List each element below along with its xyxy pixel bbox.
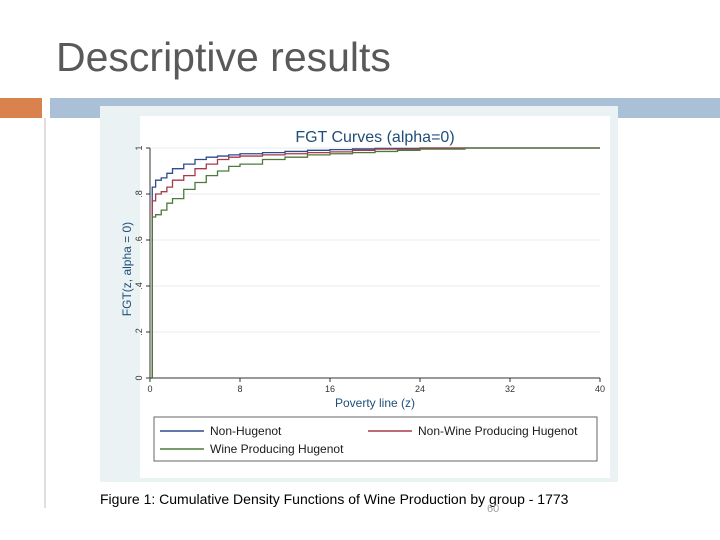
page-number: 60 xyxy=(487,503,500,515)
y-tick-label: .2 xyxy=(134,328,144,336)
legend-label: Non-Hugenot xyxy=(210,424,282,438)
y-ticks: 0 .2 .4 .6 .8 1 xyxy=(134,145,150,381)
x-tick-label: 32 xyxy=(505,384,515,394)
y-tick-label: .4 xyxy=(134,282,144,290)
y-tick-label: 1 xyxy=(134,145,144,150)
x-axis-label: Poverty line (z) xyxy=(335,396,415,410)
series-lines xyxy=(150,147,600,379)
legend-label: Non-Wine Producing Hugenot xyxy=(418,424,578,438)
axes xyxy=(149,148,600,379)
slide-title: Descriptive results xyxy=(56,34,391,80)
divider-line xyxy=(44,118,46,508)
y-tick-label: .8 xyxy=(134,190,144,198)
x-tick-label: 16 xyxy=(325,384,335,394)
y-tick-label: 0 xyxy=(134,375,144,380)
x-tick-label: 24 xyxy=(415,384,425,394)
y-tick-label: .6 xyxy=(134,236,144,244)
x-tick-label: 0 xyxy=(147,384,152,394)
figure-caption: Figure 1: Cumulative Density Functions o… xyxy=(100,491,569,507)
series-line-3 xyxy=(150,147,600,379)
x-tick-label: 8 xyxy=(237,384,242,394)
series-line-2 xyxy=(150,147,600,379)
chart-title: FGT Curves (alpha=0) xyxy=(295,129,454,146)
chart-frame: FGT Curves (alpha=0) 0 .2 .4 .6 .8 1 0 8 16 24 32… xyxy=(100,106,618,482)
legend-label: Wine Producing Hugenot xyxy=(210,442,344,456)
fgt-chart: FGT Curves (alpha=0) 0 .2 .4 .6 .8 1 0 8 16 24 32… xyxy=(120,116,610,478)
x-ticks: 0 8 16 24 32 40 xyxy=(147,378,605,394)
y-axis-label: FGT(z, alpha = 0) xyxy=(120,222,134,316)
x-tick-label: 40 xyxy=(595,384,605,394)
legend: Non-Hugenot Non-Wine Producing Hugenot Win… xyxy=(160,424,578,456)
legend-box xyxy=(153,416,598,462)
accent-bar-orange xyxy=(0,98,42,118)
